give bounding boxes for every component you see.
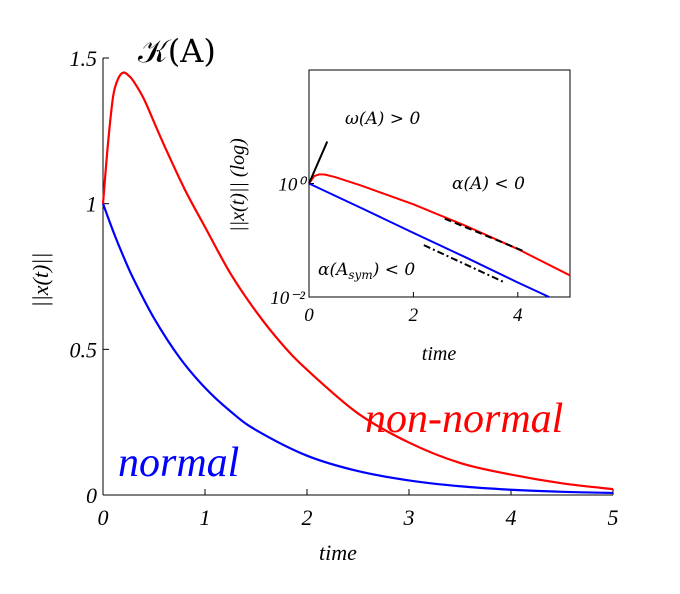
main-y-tick-label: 0 xyxy=(86,483,97,508)
chart-title: 𝒦(A) xyxy=(138,32,216,70)
main-x-tick-label: 4 xyxy=(506,505,517,530)
main-series-line-non-normal xyxy=(101,71,614,491)
main-y-label: ||x(t)|| xyxy=(28,253,53,308)
main-x-tick-label: 3 xyxy=(403,505,415,530)
inset-y-label: ||x(t)|| (log) xyxy=(227,138,249,232)
main-axes xyxy=(102,58,613,496)
inset-x-label: time xyxy=(422,343,457,365)
main-y-tick-label: 0.5 xyxy=(70,337,98,362)
main-x-tick-label: 2 xyxy=(302,505,313,530)
annotation-omega: ω(A) > 0 xyxy=(345,109,420,129)
inset-ticks: 0 2 4 10⁰ 10⁻² xyxy=(270,175,523,327)
inset-x-tick-label: 4 xyxy=(513,305,523,326)
main-ticks: 0 1 2 3 4 5 0 0.5 1 1.5 xyxy=(70,46,619,530)
main-x-label: time xyxy=(319,540,357,565)
main-series xyxy=(101,71,614,495)
inset-x-tick-label: 2 xyxy=(409,305,419,326)
main-series-line-normal xyxy=(101,203,614,495)
inset-y-tick-label: 10⁰ xyxy=(278,175,307,196)
inset-x-tick-label: 0 xyxy=(304,305,314,326)
inset-series-line-normal xyxy=(308,182,550,298)
main-x-tick-label: 1 xyxy=(200,505,211,530)
main-x-tick-label: 0 xyxy=(98,505,109,530)
main-y-tick-label: 1.5 xyxy=(70,46,98,71)
series-label-normal: normal xyxy=(118,440,239,486)
annotation-line-solid xyxy=(308,141,329,184)
main-x-tick-label: 5 xyxy=(608,505,619,530)
series-label-non-normal: non-normal xyxy=(365,396,563,442)
annotation-alpha-sym: α(Asym) < 0 xyxy=(318,260,415,282)
main-y-tick-label: 1 xyxy=(86,192,97,217)
inset-y-tick-label: 10⁻² xyxy=(270,288,305,309)
annotation-alpha: α(A) < 0 xyxy=(452,174,525,194)
inset-annotations: ω(A) > 0 α(A) < 0 α(Asym) < 0 xyxy=(308,109,525,284)
annotation-line-dashed xyxy=(444,217,524,252)
